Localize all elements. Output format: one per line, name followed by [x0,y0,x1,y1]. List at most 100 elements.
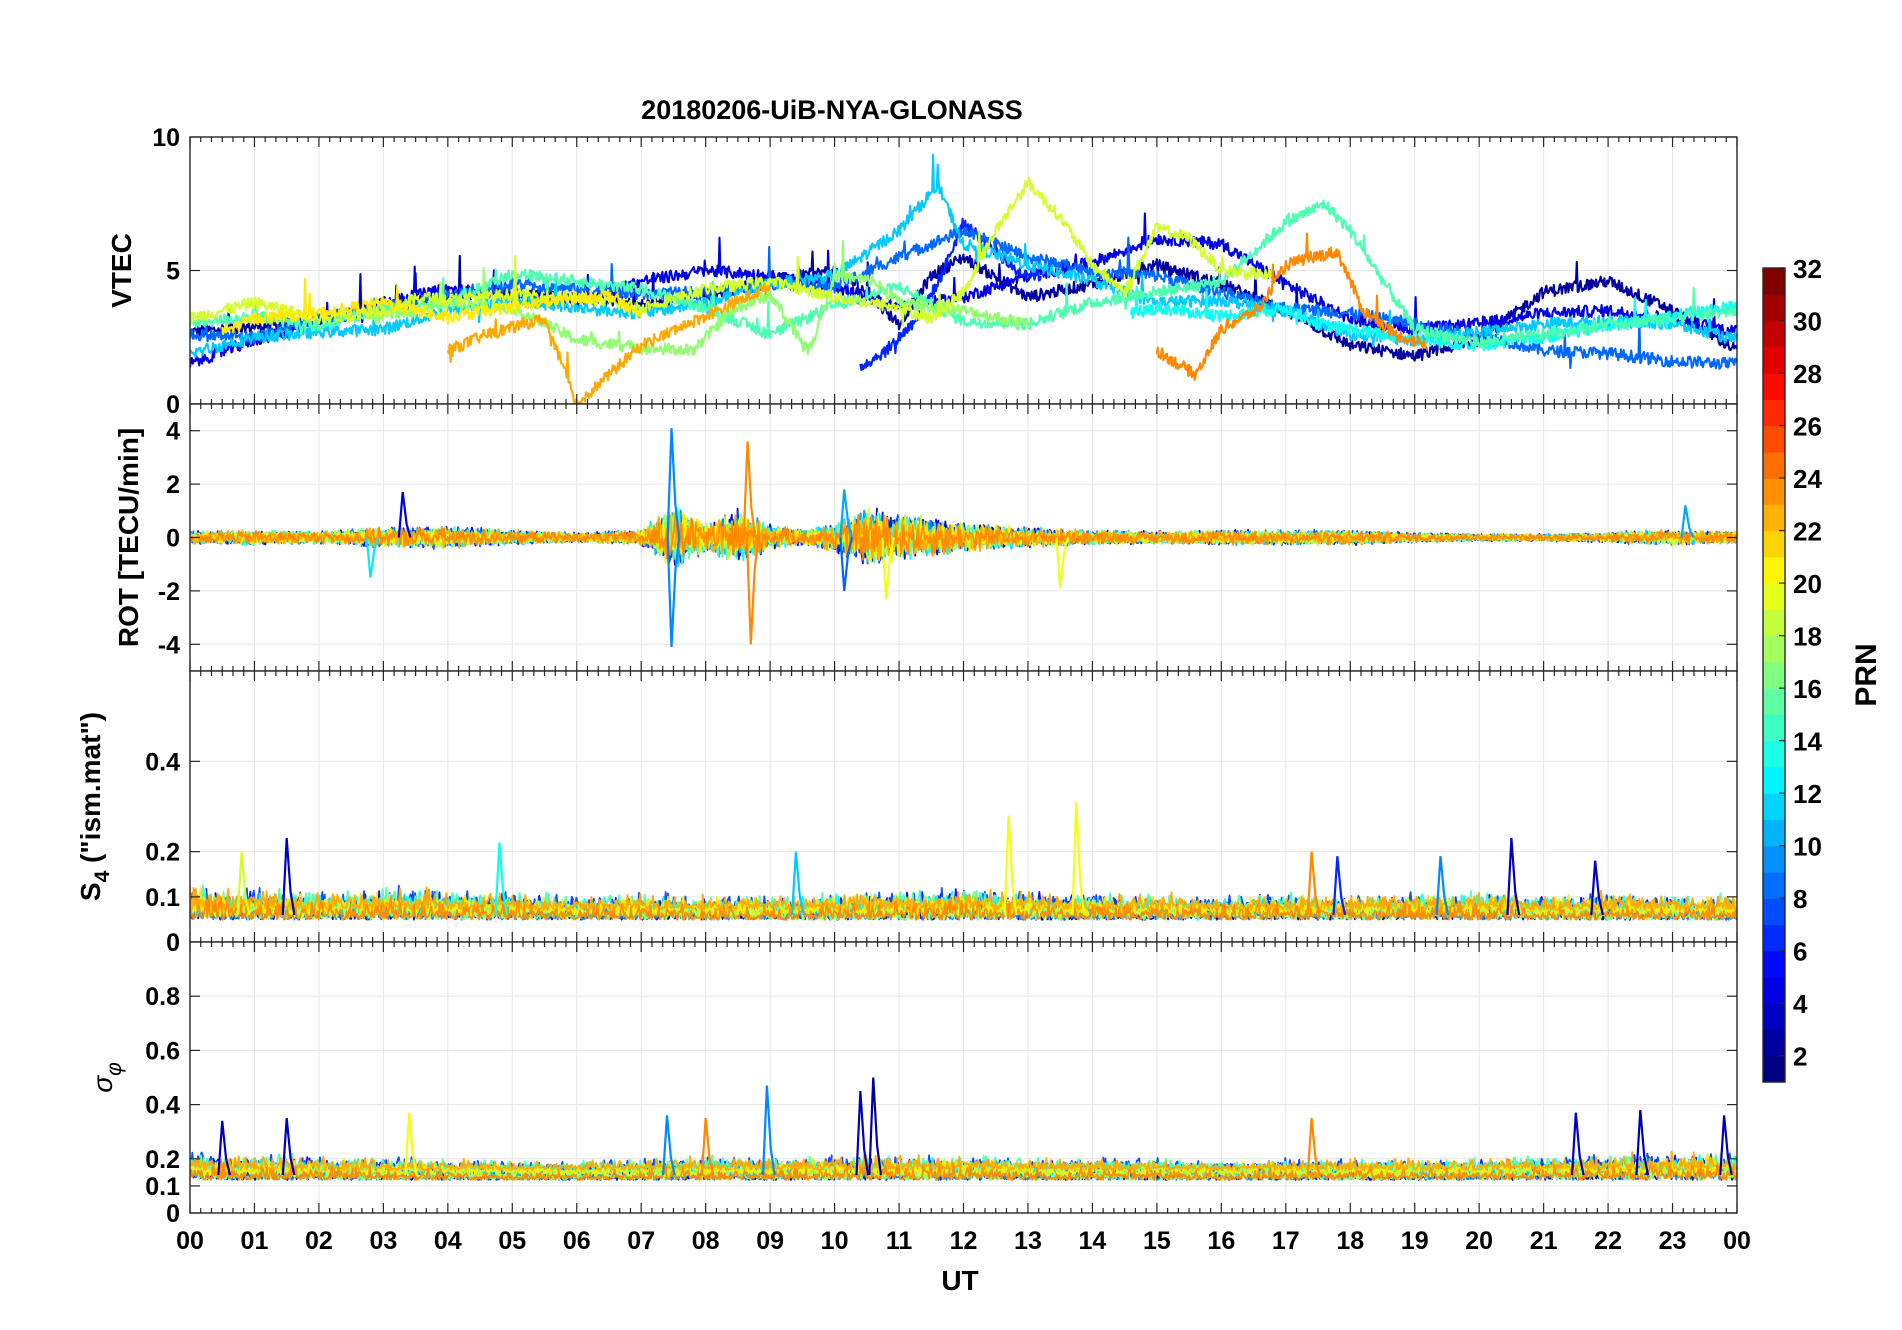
x-tick-label: 03 [369,1227,397,1255]
y-tick-label: 0.4 [145,748,180,776]
panel-1: 0 5 10 VTEC [106,124,1738,419]
y-tick-label: 2 [166,471,180,499]
colorbar-segment [1763,950,1785,978]
x-ticks [189,942,1738,1213]
y-tick-label: 0 [166,929,180,957]
series-prn-24 [190,508,1737,561]
x-tick-label: 08 [692,1227,720,1255]
colorbar-tick-label: 22 [1793,517,1822,547]
series-prn-24 [1155,232,1429,381]
series-group [190,801,1737,921]
x-tick-label: 01 [241,1227,269,1255]
peak-prn-10 [1680,505,1695,538]
colorbar-segment [1763,320,1785,348]
colorbar-segment [1763,766,1785,794]
peak-prn-9 [666,537,681,648]
y-tick-label: 0 [166,525,180,553]
colorbar-tick-label: 12 [1793,779,1822,809]
series-prn-19 [190,176,1274,327]
colorbar-segment [1763,451,1785,479]
x-tick-label: 20 [1465,1227,1493,1255]
y-axis-label: ROT [TECU/min] [113,428,144,647]
y-tick-label: -4 [158,631,180,659]
panel-3: 0 0.1 0.2 0.4 S4 ("ism.mat") [75,670,1738,957]
colorbar-segment [1763,661,1785,689]
peak-prn-10 [839,489,854,538]
colorbar-segment [1763,740,1785,768]
colorbar-tick-label: 4 [1793,989,1808,1019]
y-axis-label: σφ [87,1062,126,1093]
colorbar-tick-label: 6 [1793,937,1807,967]
colorbar-segment [1763,898,1785,926]
x-tick-label: 00 [1723,1227,1751,1255]
x-tick-label: 14 [1079,1227,1107,1255]
colorbar-tick-label: 10 [1793,832,1822,862]
peak-prn-4 [397,491,412,538]
series-prn-8 [190,226,1737,370]
series-prn-11 [190,153,1737,359]
peak-prn-3 [1635,1109,1650,1176]
x-ticks [189,404,1738,671]
y-axis-label: VTEC [106,233,137,308]
x-tick-label: 00 [176,1227,204,1255]
peak-prn-3 [281,1118,296,1176]
x-tick-label: 04 [434,1227,462,1255]
y-tick-label: 4 [166,418,180,446]
colorbar-tick-label: 16 [1793,674,1822,704]
y-tick-label: 0.8 [145,983,180,1011]
peak-prn-3 [1570,1112,1585,1176]
y-tick-label: 0.1 [145,1173,180,1201]
x-tick-label: 23 [1659,1227,1687,1255]
y-tick-label: 0.6 [145,1037,180,1065]
colorbar-label: PRN [1850,643,1883,706]
peak-prn-9 [666,427,681,538]
series-group [190,1077,1737,1181]
x-tick-label: 06 [563,1227,591,1255]
x-tick-label: 13 [1014,1227,1042,1255]
peak-prn-9 [662,1115,676,1176]
x-ticks [189,671,1738,942]
peak-prn-9 [1435,856,1450,916]
colorbar-segment [1763,819,1785,847]
peak-prn-24 [1306,1118,1321,1176]
x-tick-label: 16 [1207,1227,1235,1255]
peak-prn-24 [700,1118,715,1176]
series-prn-23 [446,282,772,404]
y-tick-label: 0.1 [145,884,180,912]
colorbar-segment [1763,504,1785,532]
x-tick-label: 15 [1143,1227,1171,1255]
series-prn-24 [190,896,1737,921]
x-tick-label: 10 [821,1227,849,1255]
peak-prn-3 [281,838,296,916]
peak-prn-24 [745,537,760,645]
colorbar-tick-label: 26 [1793,412,1822,442]
x-axis-label: UT [941,1265,978,1296]
peak-prn-20 [881,537,895,600]
colorbar-tick-label: 20 [1793,569,1822,599]
series-prn-6 [859,217,1042,371]
x-tick-label: 17 [1272,1227,1300,1255]
series-group [190,427,1737,648]
colorbar-segment [1763,1055,1785,1083]
series-prn-23 [190,514,1737,561]
series-group [190,153,1737,404]
peak-prn-3 [217,1120,232,1176]
colorbar-segment [1763,399,1785,427]
colorbar-tick-label: 14 [1793,727,1822,757]
x-ticks [189,137,1738,404]
colorbar-tick-label: 18 [1793,622,1822,652]
peak-prn-20 [1055,537,1069,589]
x-tick-label: 22 [1594,1227,1622,1255]
peak-prn-13 [494,842,509,916]
peak-prn-6 [1332,856,1347,916]
colorbar-segment [1763,478,1785,505]
chart-title: 20180206-UiB-NYA-GLONASS [641,95,1023,125]
colorbar-segment [1763,530,1785,558]
x-tick-label: 19 [1401,1227,1429,1255]
peak-prn-19 [236,851,251,916]
peak-prn-3 [1590,860,1605,916]
y-tick-label: 10 [152,124,180,152]
y-tick-label: 0.2 [145,1146,180,1174]
